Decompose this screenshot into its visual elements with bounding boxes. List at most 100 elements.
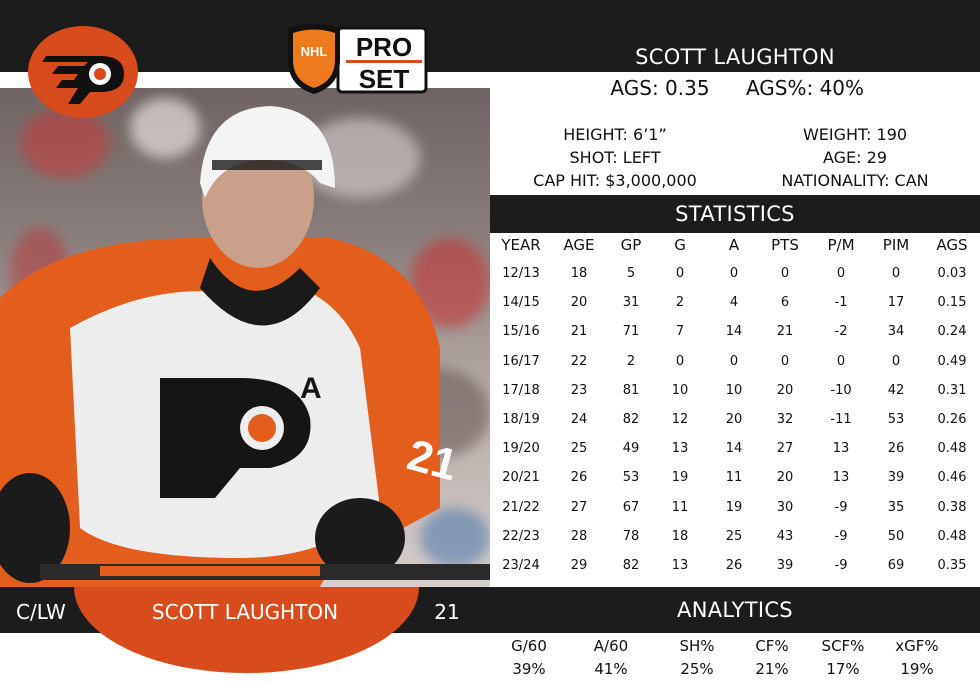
stat-cell-pm: -1 [834, 295, 848, 311]
stat-cell-a: 19 [725, 499, 743, 515]
analytics-value: 41% [594, 660, 628, 678]
position-label: C/LW [16, 600, 66, 624]
stat-cell-pts: 20 [776, 382, 794, 398]
nationality-info: NATIONALITY: CAN [781, 171, 929, 190]
stat-header-g: G [674, 236, 686, 254]
stat-cell-gp: 81 [622, 382, 640, 398]
stat-cell-pts: 20 [776, 470, 794, 486]
analytics-title: ANALYTICS [677, 598, 793, 622]
stat-header-age: AGE [563, 236, 595, 254]
stat-cell-a: 25 [725, 528, 743, 544]
player-photo: A 21 [0, 88, 490, 587]
stat-cell-gp: 31 [622, 295, 640, 311]
stat-cell-pts: 39 [776, 558, 794, 573]
stat-cell-year: 17/18 [502, 382, 540, 398]
stat-cell-year: 23/24 [502, 558, 540, 573]
stat-cell-age: 22 [570, 353, 588, 369]
stat-cell-pm: -11 [830, 412, 852, 427]
stat-cell-age: 28 [570, 528, 588, 544]
stat-cell-pts: 21 [776, 324, 794, 340]
stat-cell-ags: 0.31 [937, 382, 967, 398]
weight-info: WEIGHT: 190 [802, 125, 908, 144]
analytics-value: 25% [680, 660, 714, 678]
cap-hit-info: CAP HIT: $3,000,000 [533, 171, 697, 190]
stat-cell-gp: 2 [626, 353, 636, 369]
stat-cell-year: 14/15 [502, 295, 540, 311]
stat-cell-year: 15/16 [502, 324, 540, 340]
stat-cell-g: 10 [671, 382, 689, 398]
table-row: 21/22 27 67 11 19 30 -9 35 0.38 [490, 500, 980, 520]
stat-cell-age: 29 [570, 558, 588, 573]
stat-cell-pim: 53 [887, 412, 905, 427]
team-logo [28, 26, 138, 118]
stat-cell-age: 21 [570, 324, 588, 340]
stat-cell-a: 11 [725, 470, 743, 486]
stat-cell-a: 10 [725, 382, 743, 398]
analytics-value: 21% [755, 660, 789, 678]
stat-cell-pim: 39 [887, 470, 905, 486]
analytics-value: 39% [512, 660, 546, 678]
stat-cell-pim: 26 [887, 441, 905, 457]
nhl-pro-set-logo: NHL PRO SET [280, 20, 428, 96]
stat-cell-pim: 69 [887, 558, 905, 573]
stat-cell-ags: 0.48 [937, 441, 967, 457]
analytics-header: xGF% [895, 637, 939, 655]
table-row: 12/13 18 5 0 0 0 0 0 0.03 [490, 266, 980, 286]
table-row: 14/15 20 31 2 4 6 -1 17 0.15 [490, 295, 980, 315]
stat-cell-pim: 50 [887, 528, 905, 544]
stat-header-pts: PTS [771, 236, 799, 254]
table-row: 19/20 25 49 13 14 27 13 26 0.48 [490, 441, 980, 461]
stat-cell-a: 4 [729, 295, 739, 311]
stat-cell-g: 11 [671, 499, 689, 515]
stat-cell-age: 27 [570, 499, 588, 515]
nhl-logo-text: NHL [301, 44, 328, 59]
stat-cell-g: 13 [671, 558, 689, 573]
jersey-number: 21 [434, 600, 460, 624]
stat-cell-g: 19 [671, 470, 689, 486]
stat-cell-pts: 30 [776, 499, 794, 515]
stat-cell-age: 26 [570, 470, 588, 486]
analytics-header: SH% [679, 637, 715, 655]
stat-cell-pm: -9 [834, 499, 848, 515]
table-row: 18/19 24 82 12 20 32 -11 53 0.26 [490, 412, 980, 432]
stat-header-a: A [728, 236, 740, 254]
player-name-header: SCOTT LAUGHTON [635, 45, 835, 69]
stat-cell-a: 0 [729, 353, 739, 369]
stat-header-pim: PIM [882, 236, 910, 254]
stat-cell-pim: 0 [891, 266, 901, 281]
stat-cell-g: 2 [675, 295, 685, 311]
stat-cell-year: 21/22 [502, 499, 540, 515]
nameplate-player-name: SCOTT LAUGHTON [151, 600, 339, 624]
table-row: 23/24 29 82 13 26 39 -9 69 0.35 [490, 558, 980, 578]
stat-cell-g: 12 [671, 412, 689, 427]
stat-header-gp: GP [620, 236, 642, 254]
table-row: 15/16 21 71 7 14 21 -2 34 0.24 [490, 324, 980, 344]
height-info: HEIGHT: 6’1” [563, 125, 667, 144]
stat-cell-gp: 82 [622, 558, 640, 573]
stat-cell-gp: 49 [622, 441, 640, 457]
stat-cell-ags: 0.48 [937, 528, 967, 544]
table-row: 20/21 26 53 19 11 20 13 39 0.46 [490, 470, 980, 490]
stat-cell-g: 18 [671, 528, 689, 544]
stat-cell-ags: 0.26 [937, 412, 967, 427]
stat-cell-pm: -9 [834, 558, 848, 573]
stat-cell-pm: 13 [832, 470, 850, 486]
stat-cell-a: 20 [725, 412, 743, 427]
top-band [0, 0, 980, 72]
statistics-title: STATISTICS [675, 202, 795, 226]
stat-cell-age: 18 [570, 266, 588, 281]
stat-cell-age: 23 [570, 382, 588, 398]
stat-cell-pts: 0 [780, 266, 790, 281]
stat-cell-year: 18/19 [502, 412, 540, 427]
analytics-header: SCF% [821, 637, 865, 655]
stat-cell-pts: 32 [776, 412, 794, 427]
stat-cell-ags: 0.46 [937, 470, 967, 486]
stat-cell-pts: 0 [780, 353, 790, 369]
stat-cell-pm: -2 [834, 324, 848, 340]
stat-cell-year: 16/17 [502, 353, 540, 369]
analytics-value: 19% [900, 660, 934, 678]
stat-cell-pim: 0 [891, 353, 901, 369]
stat-cell-age: 24 [570, 412, 588, 427]
statistics-table: YEAR AGE GP G A PTS P/M PIM AGS 12/13 18 5 0 0 0 0 0 0.03… [490, 233, 980, 583]
stat-header-pm: P/M [827, 236, 855, 254]
